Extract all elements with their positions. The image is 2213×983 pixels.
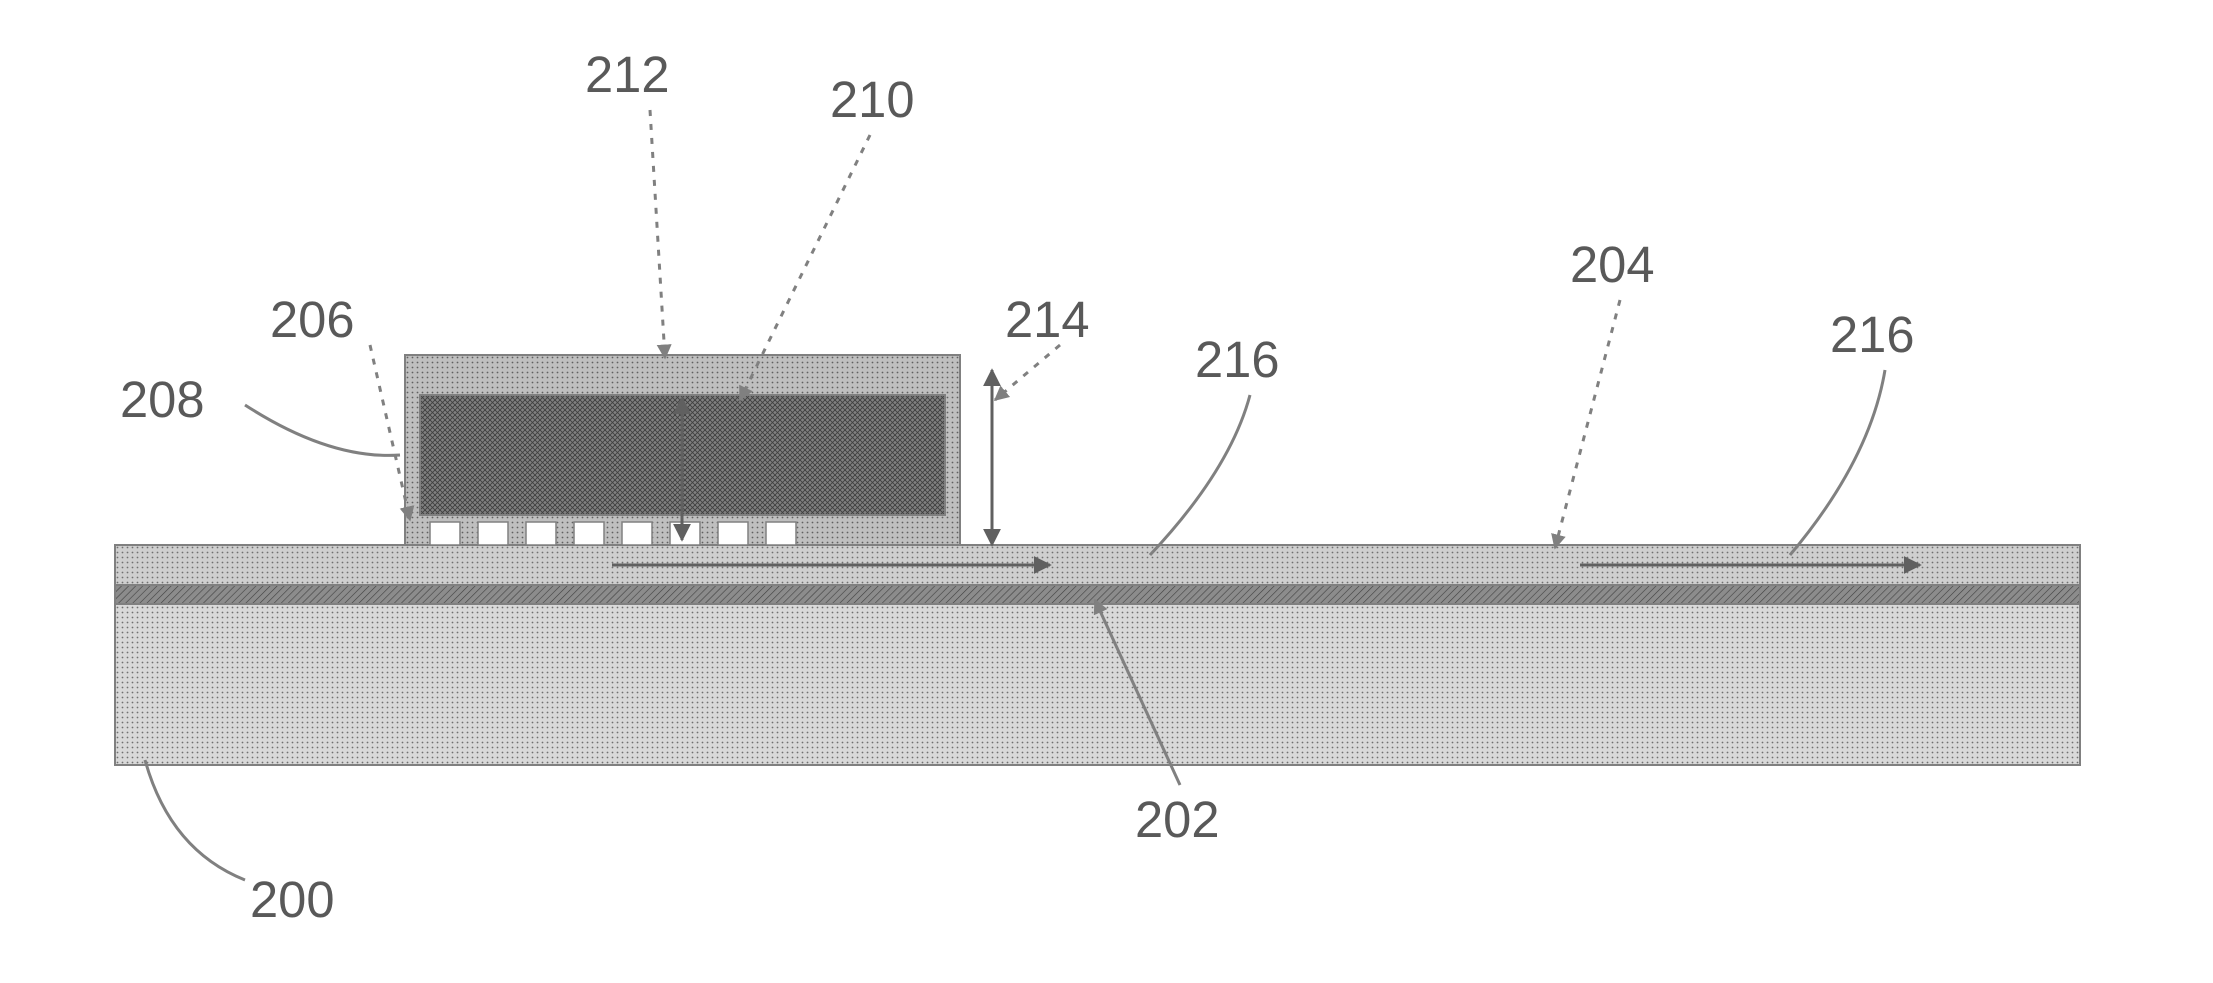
- label-lbl212: 212: [585, 45, 670, 104]
- label-lbl216a: 216: [1195, 330, 1280, 389]
- pad-208: [574, 522, 604, 545]
- pad-208: [622, 522, 652, 545]
- leader-ld200: [145, 760, 245, 880]
- pad-208: [670, 522, 700, 545]
- label-lbl210: 210: [830, 70, 915, 129]
- leader-ld204: [1555, 300, 1620, 548]
- label-lbl202: 202: [1135, 790, 1220, 849]
- diagram-root: 212 210 206 208 214 216 204 216 202 200: [0, 0, 2213, 983]
- leader-ld208: [245, 405, 400, 455]
- leader-ld214: [995, 345, 1060, 400]
- diagram-svg: [0, 0, 2213, 983]
- label-lbl216b: 216: [1830, 305, 1915, 364]
- label-lbl204: 204: [1570, 235, 1655, 294]
- pad-208: [718, 522, 748, 545]
- pad-208: [526, 522, 556, 545]
- label-lbl206: 206: [270, 290, 355, 349]
- label-lbl214: 214: [1005, 290, 1090, 349]
- leader-ld212: [650, 110, 665, 358]
- pad-208: [766, 522, 796, 545]
- label-lbl200: 200: [250, 870, 335, 929]
- pad-208: [478, 522, 508, 545]
- leader-ld216a: [1150, 395, 1250, 555]
- pad-208: [430, 522, 460, 545]
- label-lbl208: 208: [120, 370, 205, 429]
- leader-ld216b: [1790, 370, 1885, 555]
